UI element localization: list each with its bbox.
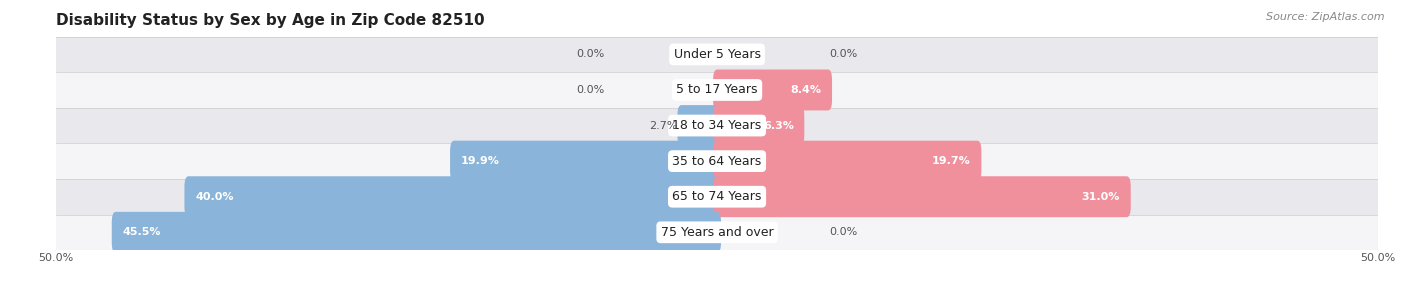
- Text: 31.0%: 31.0%: [1081, 192, 1121, 202]
- Text: 0.0%: 0.0%: [830, 227, 858, 237]
- FancyBboxPatch shape: [450, 141, 721, 181]
- FancyBboxPatch shape: [184, 176, 721, 217]
- Text: Disability Status by Sex by Age in Zip Code 82510: Disability Status by Sex by Age in Zip C…: [56, 13, 485, 28]
- Text: 2.7%: 2.7%: [650, 120, 678, 131]
- Text: 19.9%: 19.9%: [461, 156, 499, 166]
- Bar: [56, 37, 1378, 72]
- Text: 65 to 74 Years: 65 to 74 Years: [672, 190, 762, 203]
- Text: 0.0%: 0.0%: [576, 49, 605, 59]
- Text: 75 Years and over: 75 Years and over: [661, 226, 773, 239]
- FancyBboxPatch shape: [713, 105, 804, 146]
- Text: 0.0%: 0.0%: [830, 49, 858, 59]
- FancyBboxPatch shape: [713, 176, 1130, 217]
- Text: Under 5 Years: Under 5 Years: [673, 48, 761, 61]
- Text: 6.3%: 6.3%: [763, 120, 794, 131]
- Bar: [56, 143, 1378, 179]
- Text: 19.7%: 19.7%: [932, 156, 970, 166]
- Bar: [56, 72, 1378, 108]
- Text: 8.4%: 8.4%: [790, 85, 821, 95]
- FancyBboxPatch shape: [713, 70, 832, 110]
- Bar: [56, 108, 1378, 143]
- Text: Source: ZipAtlas.com: Source: ZipAtlas.com: [1267, 12, 1385, 22]
- Bar: [56, 214, 1378, 250]
- Text: 5 to 17 Years: 5 to 17 Years: [676, 84, 758, 96]
- Text: 40.0%: 40.0%: [195, 192, 233, 202]
- Text: 18 to 34 Years: 18 to 34 Years: [672, 119, 762, 132]
- Text: 45.5%: 45.5%: [122, 227, 160, 237]
- Text: 0.0%: 0.0%: [576, 85, 605, 95]
- Text: 35 to 64 Years: 35 to 64 Years: [672, 155, 762, 168]
- FancyBboxPatch shape: [111, 212, 721, 253]
- Bar: [56, 179, 1378, 214]
- FancyBboxPatch shape: [713, 141, 981, 181]
- FancyBboxPatch shape: [678, 105, 721, 146]
